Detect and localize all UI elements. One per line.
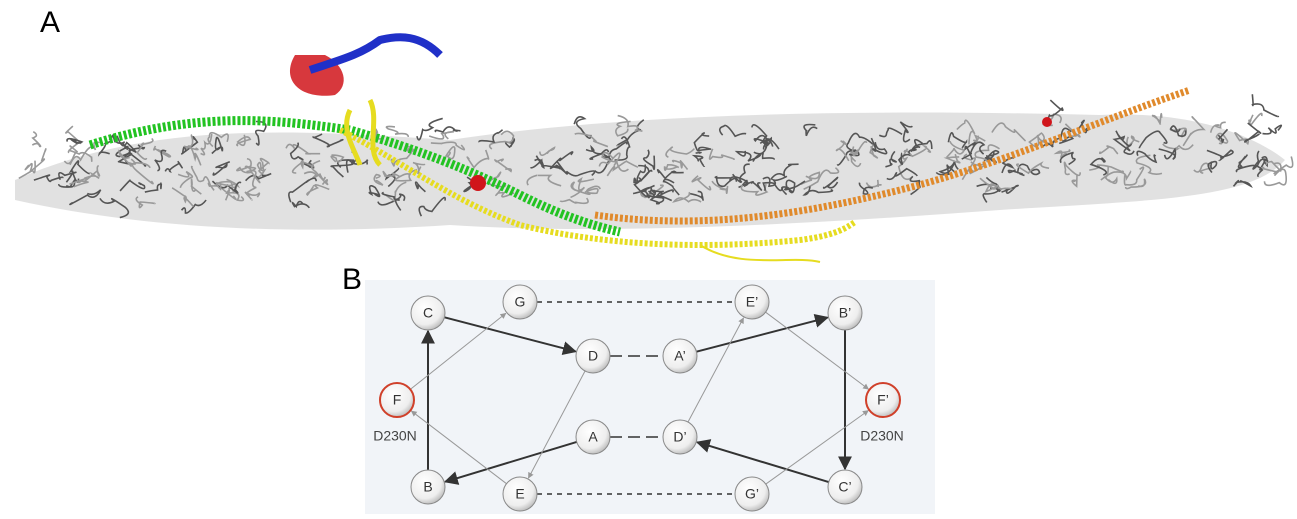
backbone-strand <box>1245 123 1261 142</box>
backbone-strand <box>67 139 82 144</box>
backbone-strand <box>429 132 454 139</box>
backbone-strand <box>1262 125 1281 134</box>
backbone-strand <box>32 132 40 147</box>
node-label: C’ <box>838 479 851 495</box>
node-label: A’ <box>674 348 685 364</box>
node-label: E <box>515 486 524 502</box>
panel-label: B <box>342 263 362 296</box>
backbone-strand <box>1252 94 1278 116</box>
panel-label: A <box>40 6 60 39</box>
figure: A B C G E’ B’ D A’ F F’ A D’ B E G’ C’ D230N D230N <box>0 0 1297 514</box>
node-label: G’ <box>745 486 759 502</box>
node-label: A <box>588 429 598 445</box>
backbone-strand <box>1249 113 1262 125</box>
node-label: C <box>423 305 433 321</box>
node-label: B’ <box>839 305 851 321</box>
node-label: B <box>423 479 432 495</box>
node-label: F <box>393 392 402 408</box>
backbone-strand <box>435 127 460 132</box>
node-label: D <box>588 348 598 364</box>
molecular-structure <box>15 37 1293 262</box>
node-label: G <box>515 294 526 310</box>
mutation-label: D230N <box>860 428 904 444</box>
mutation-label: D230N <box>373 428 417 444</box>
backbone-strand <box>386 126 408 136</box>
node-label: E’ <box>746 294 758 310</box>
node-label: F’ <box>877 392 889 408</box>
node-label: D’ <box>673 429 686 445</box>
